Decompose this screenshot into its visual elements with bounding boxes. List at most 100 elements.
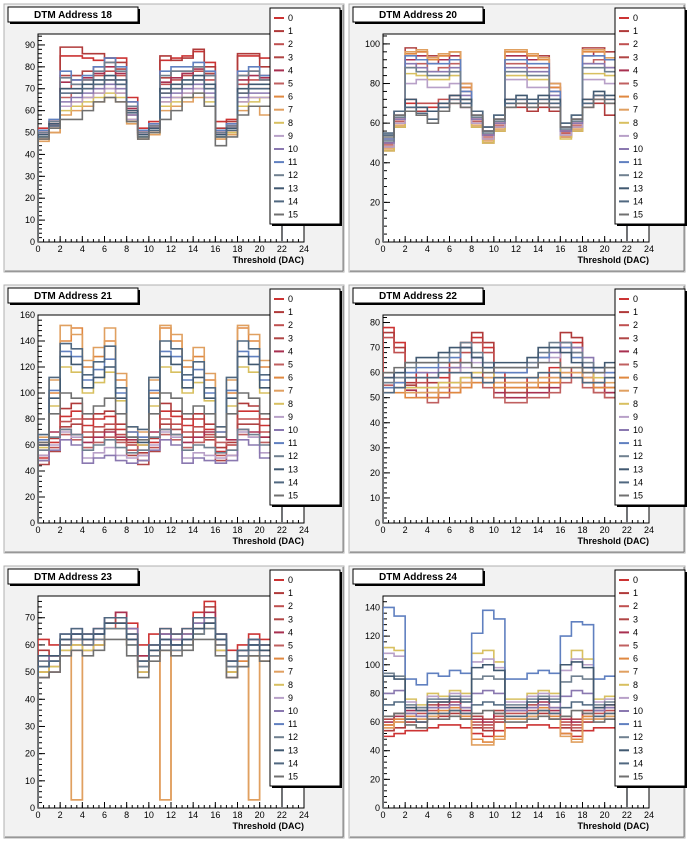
histogram-series-6 xyxy=(383,376,628,523)
y-tick-label: 70 xyxy=(25,613,35,623)
legend-label: 12 xyxy=(633,451,643,461)
title-box xyxy=(352,6,484,23)
legend-label: 14 xyxy=(633,758,643,768)
x-tick-label: 20 xyxy=(255,525,265,535)
x-tick-label: 16 xyxy=(555,810,565,820)
legend-label: 6 xyxy=(288,654,293,664)
x-tick-label: 4 xyxy=(425,810,430,820)
histogram-series-12 xyxy=(38,627,283,808)
y-tick-label: 20 xyxy=(25,193,35,203)
legend-label: 14 xyxy=(633,477,643,487)
legend-label: 13 xyxy=(288,745,298,755)
y-tick-label: 10 xyxy=(25,776,35,786)
histogram-series-13 xyxy=(383,346,628,523)
y-tick-label: 50 xyxy=(25,128,35,138)
legend-label: 10 xyxy=(288,144,298,154)
chart-panel: DTM Address 220 2 4 6 8 10 12 14 16 18 20 22 2401020… xyxy=(348,284,687,554)
y-tick-label: 50 xyxy=(370,393,380,403)
legend-label: 5 xyxy=(633,360,638,370)
chart-panel: DTM Address 180 2 4 6 8 10 12 14 16 18 20 22 2401020… xyxy=(3,3,345,273)
legend-label: 1 xyxy=(633,26,638,36)
x-tick-label: 6 xyxy=(102,810,107,820)
x-tick-label: 14 xyxy=(188,244,198,254)
legend-label: 13 xyxy=(633,183,643,193)
title-box xyxy=(352,568,484,585)
y-tick-label: 30 xyxy=(370,443,380,453)
legend-label: 8 xyxy=(288,118,293,128)
legend-label: 10 xyxy=(288,706,298,716)
x-tick-label: 14 xyxy=(188,525,198,535)
histogram-series-9 xyxy=(38,431,283,523)
legend-label: 15 xyxy=(633,210,643,220)
legend-label: 9 xyxy=(633,412,638,422)
chart-panel: DTM Address 230 2 4 6 8 10 12 14 16 18 20 22 2401020… xyxy=(3,565,345,839)
legend-label: 3 xyxy=(633,52,638,62)
legend-label: 15 xyxy=(288,210,298,220)
x-tick-label: 6 xyxy=(447,244,452,254)
y-tick-label: 60 xyxy=(370,717,380,727)
chart-title: DTM Address 18 xyxy=(34,10,112,21)
legend-label: 7 xyxy=(633,667,638,677)
x-axis-label: Threshold (DAC) xyxy=(233,255,305,265)
x-tick-label: 2 xyxy=(58,244,63,254)
legend-label: 14 xyxy=(288,196,298,206)
legend-label: 7 xyxy=(633,105,638,115)
legend-label: 9 xyxy=(288,412,293,422)
legend-label: 0 xyxy=(288,294,293,304)
y-tick-label: 60 xyxy=(370,368,380,378)
legend-label: 1 xyxy=(288,588,293,598)
legend-label: 14 xyxy=(288,477,298,487)
x-tick-label: 22 xyxy=(622,244,632,254)
legend-box xyxy=(269,7,341,225)
title-box xyxy=(352,287,484,304)
chart-title: DTM Address 22 xyxy=(379,291,457,302)
x-tick-label: 16 xyxy=(210,244,220,254)
x-tick-label: 12 xyxy=(166,244,176,254)
x-axis-label: Threshold (DAC) xyxy=(233,536,305,546)
x-tick-label: 8 xyxy=(124,810,129,820)
x-tick-label: 22 xyxy=(622,525,632,535)
y-tick-label: 0 xyxy=(375,237,380,247)
legend-label: 5 xyxy=(288,641,293,651)
legend-label: 3 xyxy=(288,52,293,62)
legend-label: 14 xyxy=(633,196,643,206)
x-tick-label: 20 xyxy=(255,810,265,820)
x-tick-label: 18 xyxy=(232,525,242,535)
legend-label: 4 xyxy=(633,627,638,637)
chart-title: DTM Address 23 xyxy=(34,572,112,583)
legend-label: 13 xyxy=(288,464,298,474)
y-tick-label: 20 xyxy=(370,197,380,207)
x-tick-label: 14 xyxy=(533,810,543,820)
series-group xyxy=(383,326,628,523)
legend-label: 12 xyxy=(288,170,298,180)
x-tick-label: 12 xyxy=(511,244,521,254)
legend-label: 9 xyxy=(633,693,638,703)
x-tick-label: 18 xyxy=(232,810,242,820)
histogram-series-8 xyxy=(383,72,628,242)
legend-label: 2 xyxy=(633,601,638,611)
series-group xyxy=(383,47,628,242)
legend-label: 4 xyxy=(633,65,638,75)
histogram-series-14 xyxy=(38,79,283,242)
legend-label: 2 xyxy=(288,39,293,49)
legend-label: 6 xyxy=(633,92,638,102)
chart-panel: DTM Address 240 2 4 6 8 10 12 14 16 18 20 22 2402040… xyxy=(348,565,687,839)
legend-label: 4 xyxy=(633,346,638,356)
histogram-series-14 xyxy=(38,616,283,808)
y-tick-label: 100 xyxy=(20,388,35,398)
y-tick-label: 80 xyxy=(25,62,35,72)
legend-label: 1 xyxy=(633,588,638,598)
y-tick-label: 0 xyxy=(375,518,380,528)
y-tick-label: 0 xyxy=(30,237,35,247)
series-group xyxy=(383,606,628,808)
x-tick-label: 6 xyxy=(447,810,452,820)
y-tick-label: 20 xyxy=(370,468,380,478)
legend-label: 15 xyxy=(288,491,298,501)
histogram-series-15 xyxy=(38,92,283,242)
x-tick-label: 18 xyxy=(232,244,242,254)
y-tick-label: 100 xyxy=(365,39,380,49)
legend-label: 13 xyxy=(633,745,643,755)
legend-label: 6 xyxy=(288,373,293,383)
x-tick-label: 22 xyxy=(622,810,632,820)
legend-label: 4 xyxy=(288,346,293,356)
